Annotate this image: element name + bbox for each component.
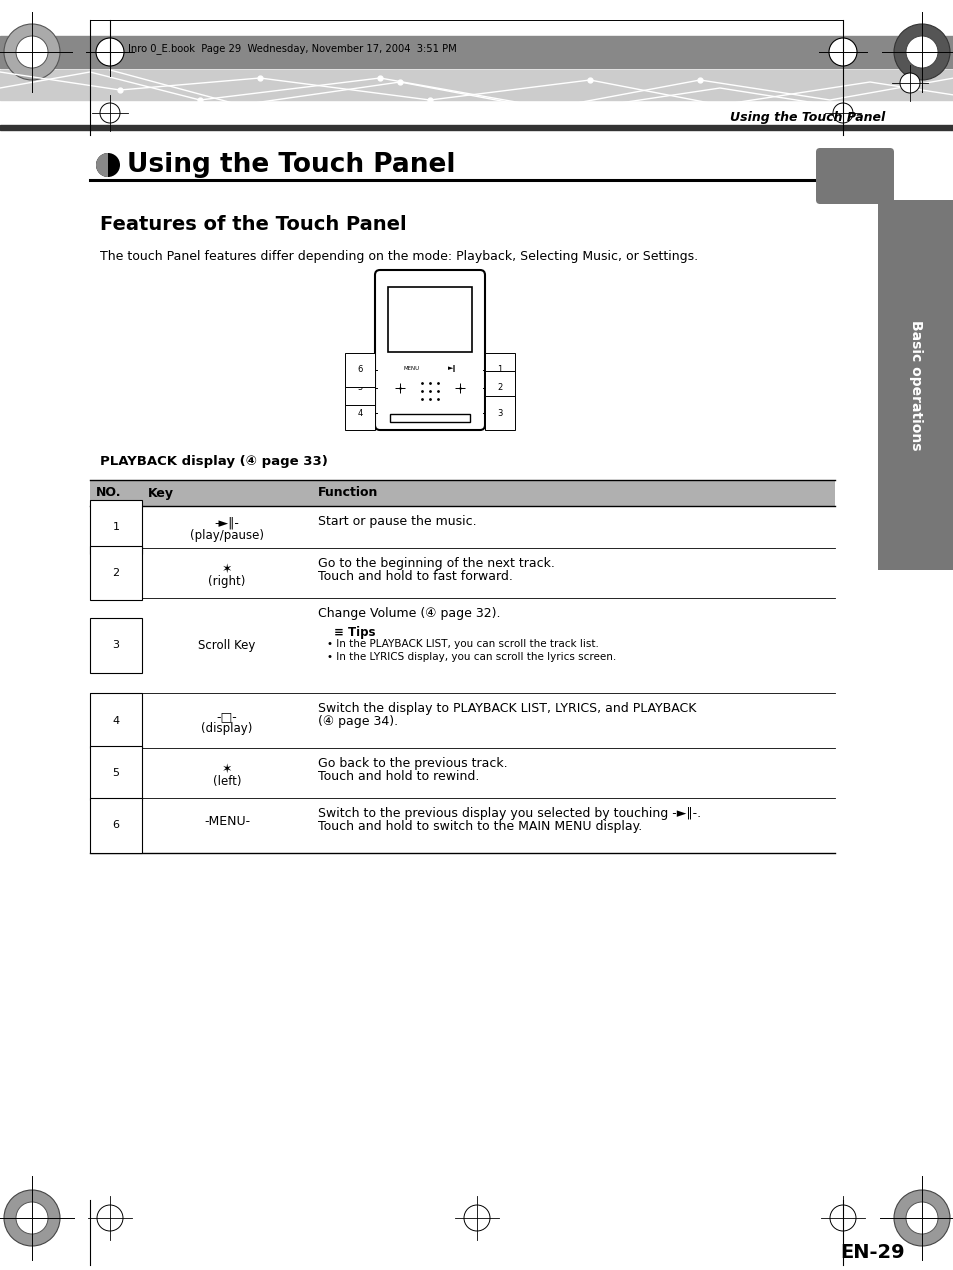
Text: Touch and hold to rewind.: Touch and hold to rewind. bbox=[317, 770, 478, 784]
Circle shape bbox=[4, 24, 60, 80]
Text: (④ page 34).: (④ page 34). bbox=[317, 715, 397, 728]
Bar bbox=[390, 414, 470, 422]
Circle shape bbox=[100, 103, 120, 123]
Bar bbox=[0, 36, 953, 69]
Text: Inro 0_E.book  Page 29  Wednesday, November 17, 2004  3:51 PM: Inro 0_E.book Page 29 Wednesday, Novembe… bbox=[128, 43, 456, 55]
Bar bbox=[90, 598, 834, 693]
Circle shape bbox=[16, 1201, 48, 1234]
Text: 6: 6 bbox=[112, 820, 119, 831]
FancyBboxPatch shape bbox=[815, 149, 893, 204]
Bar bbox=[90, 505, 834, 547]
Text: 1: 1 bbox=[112, 522, 119, 532]
Bar bbox=[90, 480, 834, 505]
Text: (left): (left) bbox=[213, 775, 241, 787]
Text: Using the Touch Panel: Using the Touch Panel bbox=[729, 110, 884, 123]
Circle shape bbox=[16, 36, 48, 69]
Text: Key: Key bbox=[148, 486, 173, 499]
Text: Function: Function bbox=[317, 486, 378, 499]
Text: 3: 3 bbox=[112, 640, 119, 650]
Text: 4: 4 bbox=[357, 409, 362, 418]
Text: Features of the Touch Panel: Features of the Touch Panel bbox=[100, 215, 406, 234]
Text: The touch Panel features differ depending on the mode: Playback, Selecting Music: The touch Panel features differ dependin… bbox=[100, 250, 698, 263]
Text: Touch and hold to switch to the MAIN MENU display.: Touch and hold to switch to the MAIN MEN… bbox=[317, 820, 641, 833]
Text: 4: 4 bbox=[112, 715, 119, 725]
Text: 5: 5 bbox=[112, 768, 119, 779]
Text: Basic operations: Basic operations bbox=[908, 320, 923, 451]
Bar bbox=[0, 70, 953, 100]
Circle shape bbox=[905, 1201, 937, 1234]
Bar bbox=[388, 287, 472, 352]
Circle shape bbox=[4, 1190, 60, 1246]
Text: Go back to the previous track.: Go back to the previous track. bbox=[317, 757, 507, 770]
Circle shape bbox=[828, 38, 856, 66]
FancyBboxPatch shape bbox=[375, 271, 484, 431]
Bar bbox=[0, 124, 953, 130]
Circle shape bbox=[905, 36, 937, 69]
Text: ►‖: ►‖ bbox=[447, 364, 456, 372]
Text: Change Volume (④ page 32).: Change Volume (④ page 32). bbox=[317, 607, 500, 620]
Text: Using the Touch Panel: Using the Touch Panel bbox=[127, 152, 455, 178]
Text: • In the PLAYBACK LIST, you can scroll the track list.: • In the PLAYBACK LIST, you can scroll t… bbox=[327, 639, 598, 649]
Text: Start or pause the music.: Start or pause the music. bbox=[317, 516, 476, 528]
Text: (play/pause): (play/pause) bbox=[190, 528, 264, 541]
Text: (display): (display) bbox=[201, 723, 253, 735]
Text: Scroll Key: Scroll Key bbox=[198, 639, 255, 652]
Wedge shape bbox=[96, 152, 108, 177]
Bar bbox=[90, 547, 834, 598]
Circle shape bbox=[96, 38, 124, 66]
Text: (right): (right) bbox=[208, 574, 246, 588]
Circle shape bbox=[829, 1205, 855, 1231]
Bar bbox=[90, 798, 834, 853]
Text: Switch to the previous display you selected by touching -►‖-.: Switch to the previous display you selec… bbox=[317, 806, 700, 820]
Text: ✶: ✶ bbox=[221, 762, 232, 776]
Circle shape bbox=[832, 103, 852, 123]
Text: -MENU-: -MENU- bbox=[204, 815, 250, 828]
Text: 3: 3 bbox=[497, 409, 502, 418]
Text: MENU: MENU bbox=[403, 366, 419, 371]
Circle shape bbox=[96, 152, 120, 177]
Circle shape bbox=[899, 72, 919, 93]
Text: PLAYBACK display (④ page 33): PLAYBACK display (④ page 33) bbox=[100, 455, 328, 469]
Text: Switch the display to PLAYBACK LIST, LYRICS, and PLAYBACK: Switch the display to PLAYBACK LIST, LYR… bbox=[317, 702, 696, 715]
Text: -□-: -□- bbox=[216, 710, 237, 723]
Text: 2: 2 bbox=[112, 568, 119, 578]
Bar bbox=[90, 748, 834, 798]
Text: 6: 6 bbox=[357, 366, 362, 375]
Text: EN-29: EN-29 bbox=[840, 1242, 903, 1261]
Text: 5: 5 bbox=[357, 384, 362, 392]
Text: Touch and hold to fast forward.: Touch and hold to fast forward. bbox=[317, 570, 513, 583]
Text: NO.: NO. bbox=[96, 486, 121, 499]
Text: ✶: ✶ bbox=[221, 563, 232, 575]
Circle shape bbox=[893, 1190, 949, 1246]
Circle shape bbox=[893, 24, 949, 80]
Bar bbox=[90, 693, 834, 748]
Text: Go to the beginning of the next track.: Go to the beginning of the next track. bbox=[317, 558, 555, 570]
Circle shape bbox=[463, 1205, 490, 1231]
Text: 1: 1 bbox=[497, 366, 502, 375]
Text: -►‖-: -►‖- bbox=[214, 517, 239, 530]
Text: ≡ Tips: ≡ Tips bbox=[334, 626, 375, 639]
Text: 2: 2 bbox=[497, 384, 502, 392]
Bar bbox=[877, 199, 953, 570]
Text: • In the LYRICS display, you can scroll the lyrics screen.: • In the LYRICS display, you can scroll … bbox=[327, 652, 616, 662]
Circle shape bbox=[97, 1205, 123, 1231]
